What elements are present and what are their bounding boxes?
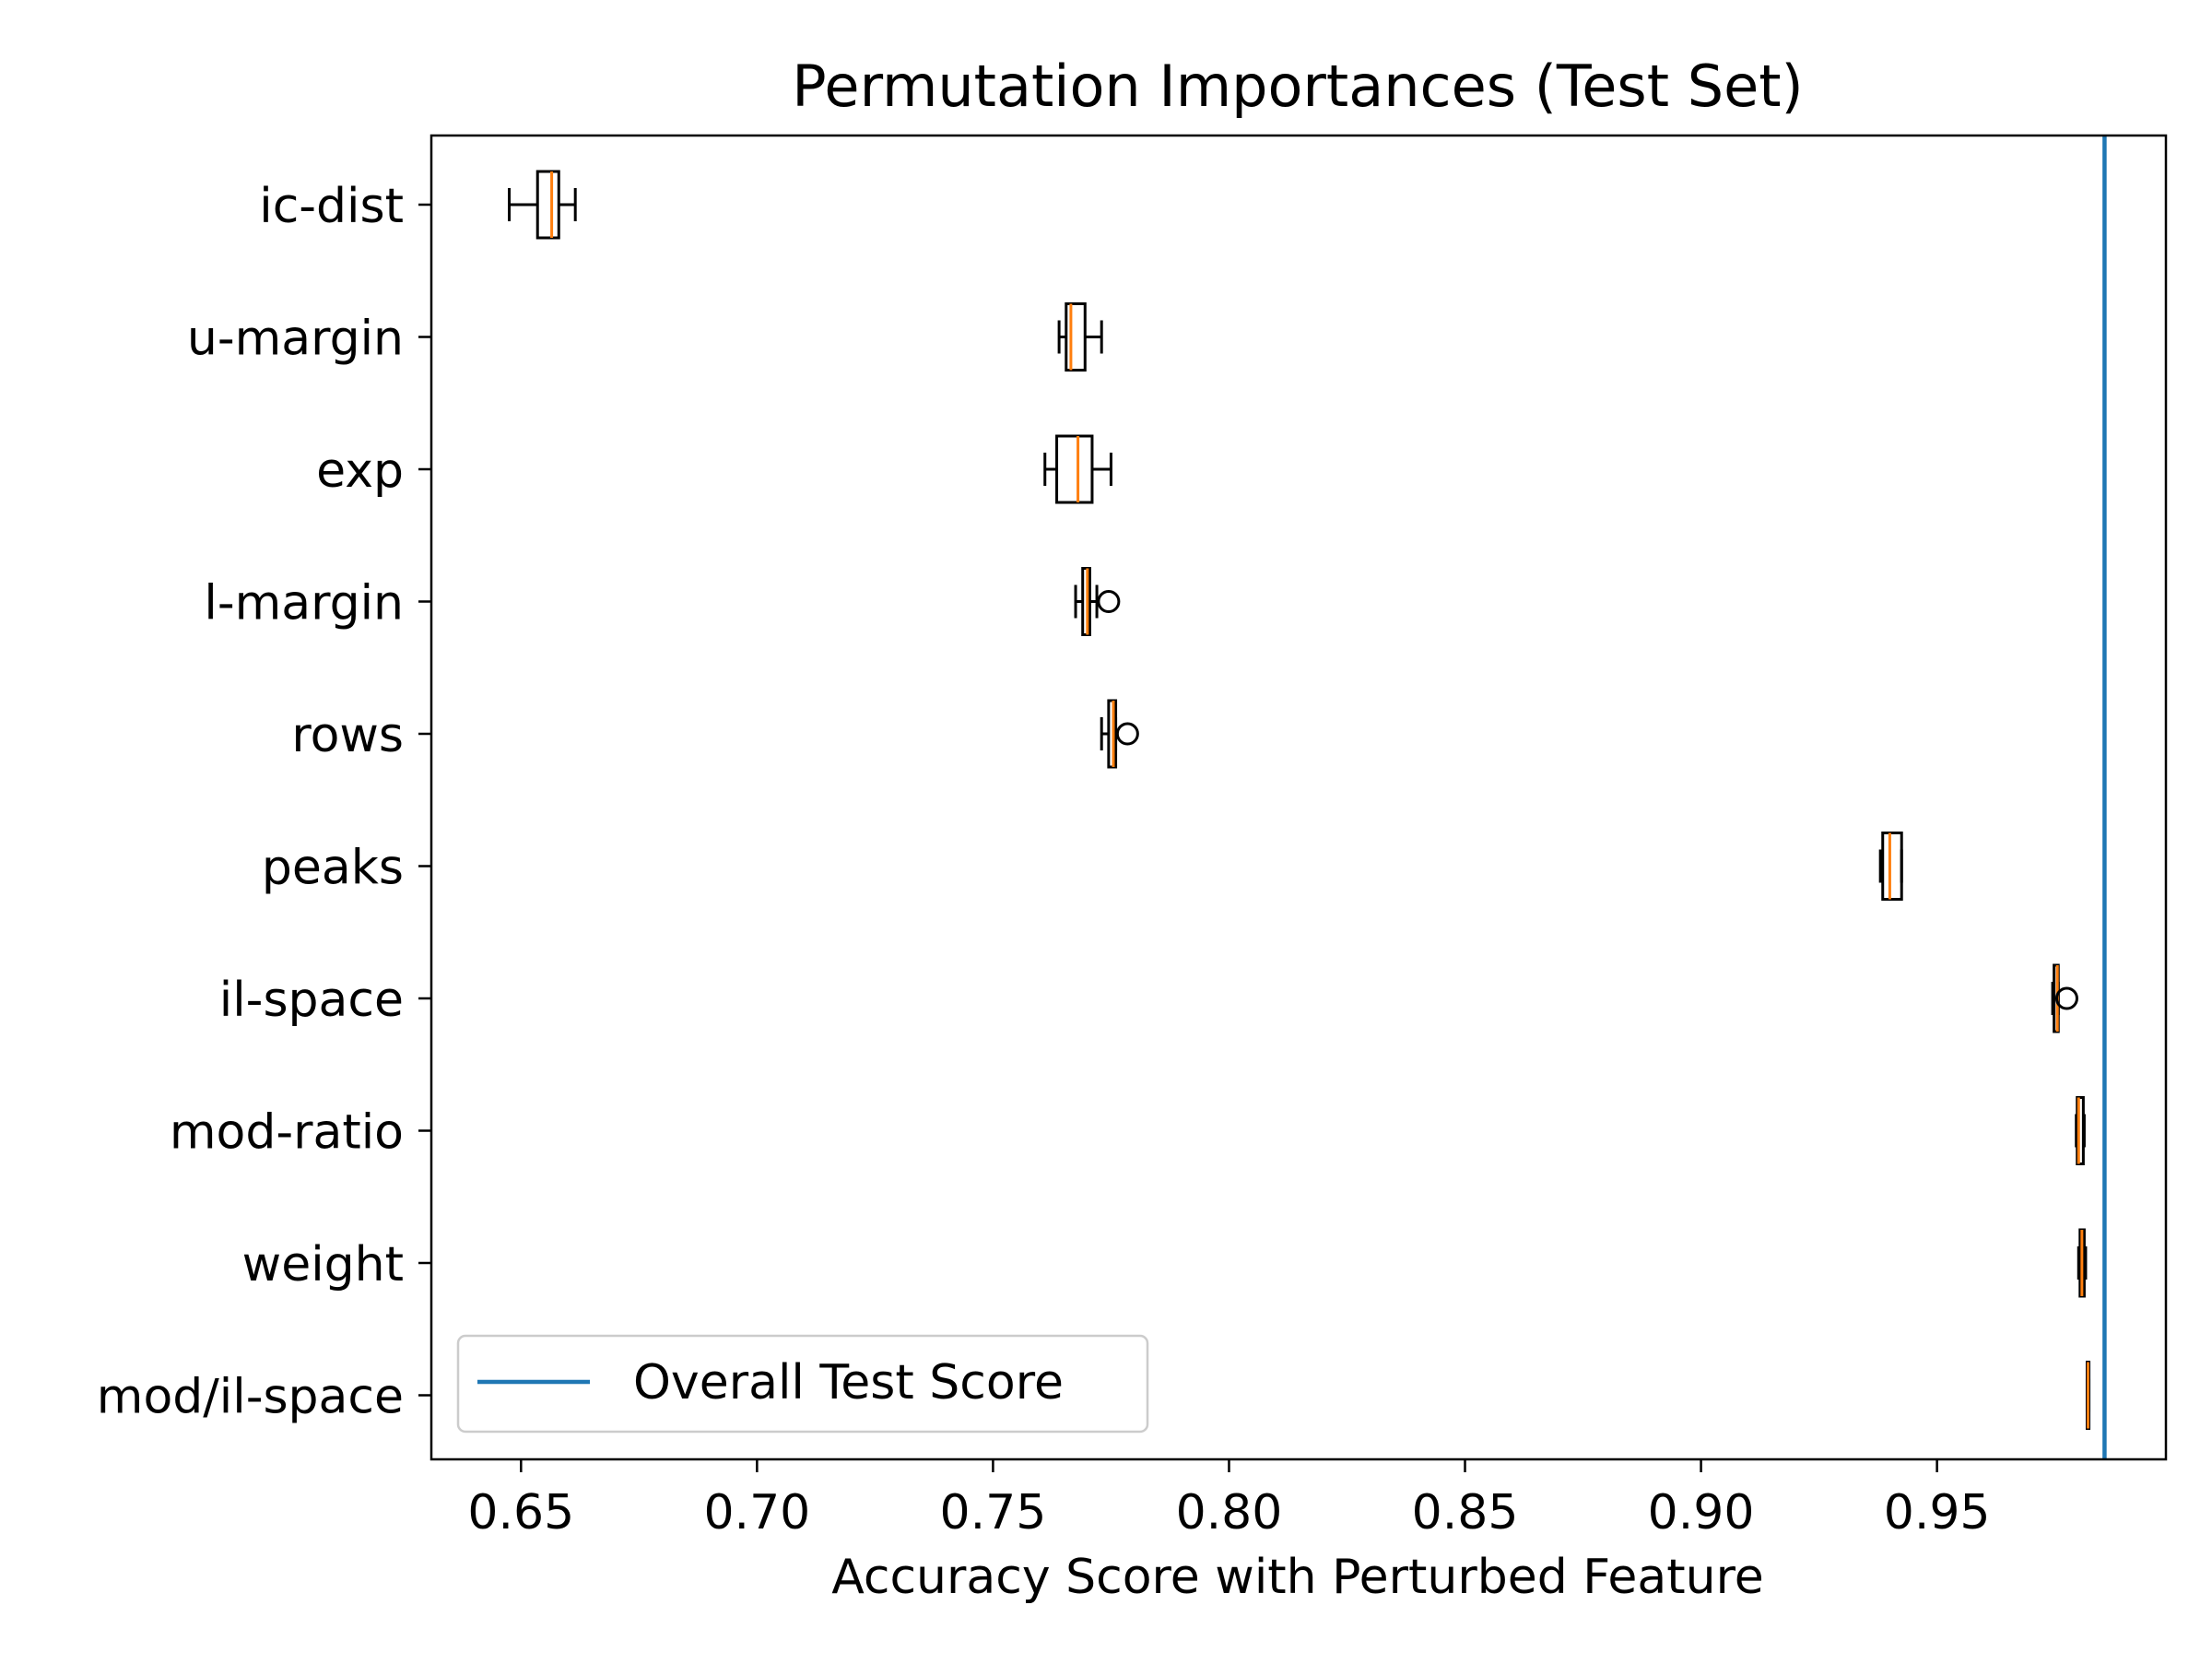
y-tick-label: u-margin [187, 312, 404, 367]
y-tick-label: l-margin [204, 576, 404, 631]
y-tick-label: exp [316, 443, 404, 499]
x-tick-label: 0.85 [1412, 1485, 1519, 1540]
box-l-margin [1074, 567, 1121, 636]
y-tick-label: rows [291, 708, 404, 763]
box-body [1881, 832, 1903, 901]
x-tick-label: 0.90 [1648, 1485, 1755, 1540]
box-body [2076, 1096, 2085, 1165]
flier-point [1115, 722, 1139, 746]
box-u-margin [1057, 302, 1103, 372]
box-mod-il-space [2085, 1361, 2091, 1430]
box-weight [2077, 1228, 2088, 1298]
y-tick-label: ic-dist [259, 179, 404, 234]
x-tick-label: 0.95 [1884, 1485, 1991, 1540]
plot-area: ic-dist u-margin exp l-margin rows peaks il-sp… [97, 134, 2168, 1540]
y-tick-label: peaks [262, 841, 404, 896]
box-body [535, 170, 560, 240]
box-mod-ratio [2075, 1096, 2086, 1165]
x-tick-label: 0.80 [1176, 1485, 1283, 1540]
x-tick-label: 0.75 [940, 1485, 1047, 1540]
box-peaks [1878, 832, 1903, 901]
x-axis-label: Accuracy Score with Perturbed Feature [831, 1550, 1764, 1605]
legend-box [456, 1334, 1149, 1434]
box-rows [1100, 699, 1139, 769]
y-tick-label: weight [242, 1237, 404, 1292]
x-tick-label: 0.65 [467, 1485, 574, 1540]
box-body [1065, 302, 1087, 372]
legend: Overall Test Score [456, 1334, 1149, 1434]
legend-label: Overall Test Score [633, 1355, 1064, 1410]
box-exp [1043, 434, 1112, 504]
axes-frame [429, 134, 2168, 1461]
chart-title: Permutation Importances (Test Set) [792, 53, 1803, 120]
y-tick-label: mod/il-space [97, 1370, 404, 1425]
box-ic-dist [507, 170, 577, 240]
flier-point [1097, 590, 1121, 613]
y-tick-label: il-space [219, 973, 404, 1028]
box-body [1055, 434, 1094, 504]
x-tick-label: 0.70 [703, 1485, 810, 1540]
box-il-space [2051, 963, 2078, 1033]
flier-point [2054, 986, 2078, 1010]
y-tick-label: mod-ratio [170, 1105, 404, 1161]
